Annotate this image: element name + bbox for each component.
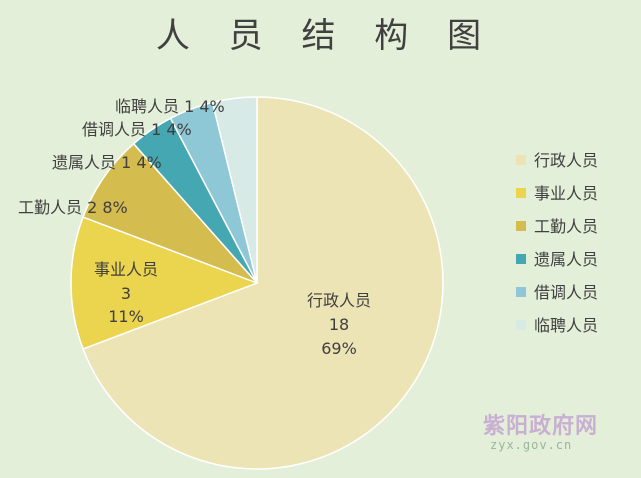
data-label-linpin: 临聘人员 1 4% — [115, 97, 225, 116]
watermark-logo-text: 紫阳政府网 — [483, 413, 599, 439]
legend-label-jiediao: 借调人员 — [534, 283, 598, 302]
legend-label-gongqin: 工勤人员 — [534, 217, 598, 236]
legend-swatch-shiye — [516, 188, 526, 198]
data-label-yishu: 遗属人员 1 4% — [52, 153, 162, 172]
data-label-percent-shiye: 11% — [108, 307, 144, 326]
legend-label-xingzheng: 行政人员 — [534, 151, 598, 170]
legend-swatch-yishu — [516, 254, 526, 264]
pie-slice-xingzheng — [82, 96, 444, 470]
legend-label-yishu: 遗属人员 — [534, 250, 598, 269]
legend-label-linpin: 临聘人员 — [534, 316, 598, 335]
data-label-value-xingzheng: 18 — [329, 315, 349, 334]
pie-slice-shiye — [70, 216, 260, 350]
pie-slice-linpin — [211, 96, 258, 284]
legend-label-shiye: 事业人员 — [534, 184, 598, 203]
legend-swatch-linpin — [516, 320, 526, 330]
watermark-url: zyx.gov.cn — [490, 438, 573, 452]
data-label-value-shiye: 3 — [121, 284, 131, 303]
legend-swatch-jiediao — [516, 287, 526, 297]
legend-swatch-gongqin — [516, 221, 526, 231]
data-label-jiediao: 借调人员 1 4% — [82, 120, 192, 139]
data-label-name-xingzheng: 行政人员 — [307, 291, 371, 310]
data-label-name-shiye: 事业人员 — [94, 260, 158, 279]
data-label-percent-xingzheng: 69% — [321, 339, 357, 358]
chart-title: 人 员 结 构 图 — [155, 16, 496, 56]
data-label-gongqin: 工勤人员 2 8% — [18, 198, 128, 217]
legend-swatch-xingzheng — [516, 155, 526, 165]
